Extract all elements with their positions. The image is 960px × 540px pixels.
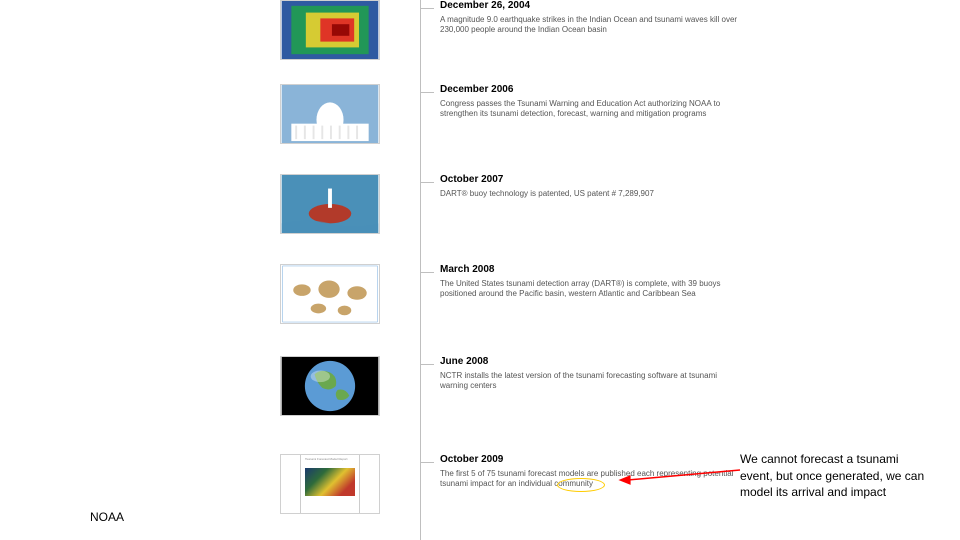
timeline-tick bbox=[420, 8, 434, 9]
entry-text: December 26, 2004 A magnitude 9.0 earthqu… bbox=[440, 0, 740, 36]
entry-text: June 2008 NCTR installs the latest versio… bbox=[440, 356, 740, 392]
entry-text: December 2006 Congress passes the Tsunami… bbox=[440, 84, 740, 120]
entry-date: June 2008 bbox=[440, 356, 740, 367]
entry-text: March 2008 The United States tsunami dete… bbox=[440, 264, 740, 300]
timeline-tick bbox=[420, 272, 434, 273]
entry-thumbnail bbox=[280, 356, 380, 416]
timeline-axis bbox=[420, 0, 421, 540]
highlight-oval bbox=[557, 478, 605, 492]
entry-thumbnail bbox=[280, 84, 380, 144]
timeline-tick bbox=[420, 92, 434, 93]
entry-description: NCTR installs the latest version of the … bbox=[440, 371, 740, 392]
source-label: NOAA bbox=[90, 510, 124, 524]
timeline-tick bbox=[420, 364, 434, 365]
entry-description: DART® buoy technology is patented, US pa… bbox=[440, 189, 740, 199]
entry-description: A magnitude 9.0 earthquake strikes in th… bbox=[440, 15, 740, 36]
entry-thumbnail bbox=[280, 264, 380, 324]
entry-thumbnail bbox=[280, 0, 380, 60]
entry-date: December 2006 bbox=[440, 84, 740, 95]
entry-date: March 2008 bbox=[440, 264, 740, 275]
entry-date: December 26, 2004 bbox=[440, 0, 740, 11]
entry-thumbnail: NOAATsunami Forecast Model Report bbox=[280, 454, 380, 514]
annotation-text: We cannot forecast a tsunami event, but … bbox=[740, 451, 930, 500]
timeline-tick bbox=[420, 462, 434, 463]
timeline-tick bbox=[420, 182, 434, 183]
entry-date: October 2009 bbox=[440, 454, 740, 465]
entry-description: The United States tsunami detection arra… bbox=[440, 279, 740, 300]
entry-text: October 2007 DART® buoy technology is pat… bbox=[440, 174, 740, 199]
entry-date: October 2007 bbox=[440, 174, 740, 185]
entry-description: Congress passes the Tsunami Warning and … bbox=[440, 99, 740, 120]
entry-thumbnail bbox=[280, 174, 380, 234]
